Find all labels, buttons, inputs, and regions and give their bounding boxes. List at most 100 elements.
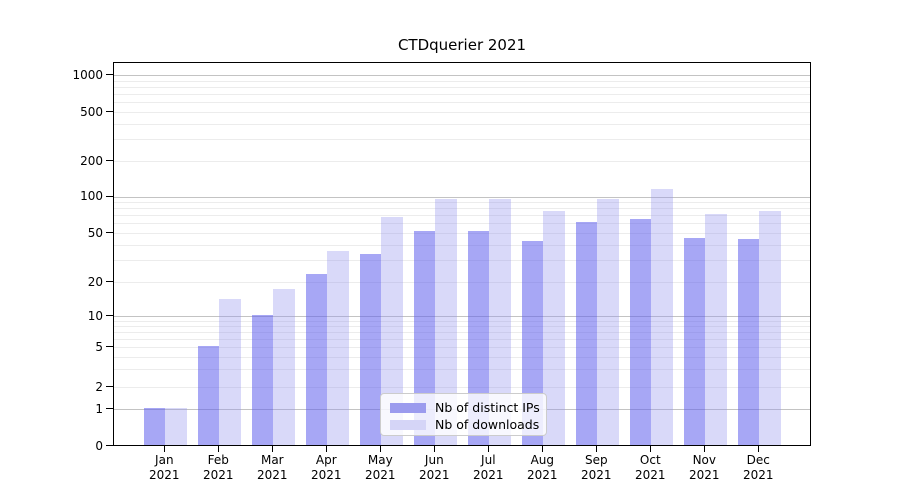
minor-gridline (114, 202, 810, 204)
y-tick-label: 50 (87, 225, 103, 240)
minor-gridline (114, 139, 810, 141)
x-tick-label-nov: Nov 2021 (689, 453, 720, 482)
y-tick-label: 200 (80, 153, 103, 168)
bar-nb-of-downloads-apr-2021 (327, 251, 349, 445)
minor-gridline (114, 325, 810, 327)
bar-nb-of-distinct-ips-dec-2021 (737, 238, 760, 445)
x-tick-mark (379, 446, 381, 452)
plot-area: Nb of distinct IPs Nb of downloads (113, 62, 811, 446)
minor-gridline (114, 223, 810, 225)
y-tick-label: 500 (80, 104, 103, 119)
x-tick-label-jan: Jan 2021 (149, 453, 180, 482)
x-tick-label-oct: Oct 2021 (635, 453, 666, 482)
x-tick-mark (649, 446, 651, 452)
y-tick-mark (106, 160, 113, 161)
minor-gridline (114, 338, 810, 340)
minor-gridline (114, 86, 810, 88)
x-tick-label-aug: Aug 2021 (527, 453, 558, 482)
bar-nb-of-distinct-ips-may-2021 (359, 254, 382, 445)
legend-entry-distinct-ips: Nb of distinct IPs (390, 399, 540, 416)
major-gridline (114, 196, 810, 198)
minor-gridline (114, 356, 810, 358)
minor-gridline (114, 112, 810, 113)
bar-nb-of-downloads-jul-2021 (489, 198, 511, 445)
x-tick-label-may: May 2021 (365, 453, 396, 482)
bar-nb-of-downloads-dec-2021 (759, 210, 781, 445)
x-tick-mark (541, 446, 543, 452)
minor-gridline (114, 260, 810, 262)
x-tick-mark (271, 446, 273, 452)
minor-gridline (114, 215, 810, 217)
bar-nb-of-distinct-ips-feb-2021 (197, 346, 220, 445)
x-tick-label-apr: Apr 2021 (311, 453, 342, 482)
chart-title: CTDquerier 2021 (397, 36, 527, 54)
bar-nb-of-distinct-ips-oct-2021 (629, 219, 652, 445)
y-tick-mark (106, 386, 113, 387)
y-tick-label: 2 (95, 379, 103, 394)
y-tick-label: 0 (95, 438, 103, 453)
bar-nb-of-downloads-jan-2021 (165, 408, 187, 445)
major-gridline (114, 316, 810, 317)
minor-gridline (114, 123, 810, 125)
x-tick-mark (757, 446, 759, 452)
legend-swatch-distinct-ips-icon (390, 402, 426, 413)
x-tick-mark (163, 446, 165, 452)
bar-nb-of-downloads-feb-2021 (219, 298, 241, 445)
y-tick-mark (106, 111, 113, 112)
y-tick-label: 10 (87, 308, 103, 323)
y-tick-mark (106, 445, 113, 446)
bar-nb-of-downloads-sep-2021 (597, 198, 619, 445)
minor-gridline (114, 208, 810, 210)
minor-gridline (114, 244, 810, 246)
minor-gridline (114, 387, 810, 388)
legend-label-downloads: Nb of downloads (435, 417, 540, 432)
minor-gridline (114, 161, 810, 162)
minor-gridline (114, 94, 810, 96)
x-tick-label-feb: Feb 2021 (203, 453, 234, 482)
bar-nb-of-downloads-aug-2021 (543, 211, 565, 445)
bar-nb-of-downloads-nov-2021 (705, 214, 727, 445)
bar-nb-of-downloads-mar-2021 (273, 288, 295, 445)
legend: Nb of distinct IPs Nb of downloads (380, 393, 547, 436)
legend-swatch-downloads-icon (390, 419, 426, 430)
bar-nb-of-downloads-may-2021 (381, 217, 403, 445)
y-tick-label: 5 (95, 339, 103, 354)
bar-nb-of-distinct-ips-jun-2021 (413, 230, 436, 445)
y-tick-label: 100 (80, 189, 103, 203)
bar-nb-of-distinct-ips-jan-2021 (143, 408, 166, 445)
y-tick-label: 1000 (72, 67, 103, 82)
x-tick-label-mar: Mar 2021 (257, 453, 288, 482)
minor-gridline (114, 102, 810, 104)
y-tick-mark (106, 232, 113, 233)
y-tick-label: 20 (87, 274, 103, 289)
x-tick-mark (595, 446, 597, 452)
minor-gridline (114, 331, 810, 333)
minor-gridline (114, 233, 810, 234)
bar-nb-of-downloads-oct-2021 (651, 189, 673, 445)
y-tick-mark (106, 281, 113, 282)
x-tick-label-dec: Dec 2021 (743, 453, 774, 482)
bar-nb-of-distinct-ips-mar-2021 (251, 315, 274, 445)
x-tick-mark (433, 446, 435, 452)
y-tick-label: 1 (95, 401, 103, 416)
legend-label-distinct-ips: Nb of distinct IPs (435, 400, 540, 415)
major-gridline (114, 75, 810, 76)
y-tick-mark (106, 315, 113, 316)
bar-nb-of-distinct-ips-apr-2021 (305, 273, 328, 445)
bar-nb-of-distinct-ips-nov-2021 (683, 237, 706, 445)
x-tick-label-jul: Jul 2021 (473, 453, 504, 482)
bar-nb-of-distinct-ips-sep-2021 (575, 222, 598, 445)
y-tick-mark (106, 346, 113, 347)
bar-nb-of-distinct-ips-jul-2021 (467, 230, 490, 445)
x-tick-mark (325, 446, 327, 452)
x-tick-mark (487, 446, 489, 452)
minor-gridline (114, 347, 810, 348)
bar-nb-of-downloads-jun-2021 (435, 198, 457, 445)
y-tick-mark (106, 195, 113, 197)
minor-gridline (114, 282, 810, 283)
x-tick-mark (217, 446, 219, 452)
y-tick-mark (106, 408, 113, 409)
x-tick-label-jun: Jun 2021 (419, 453, 450, 482)
y-tick-mark (106, 74, 113, 75)
